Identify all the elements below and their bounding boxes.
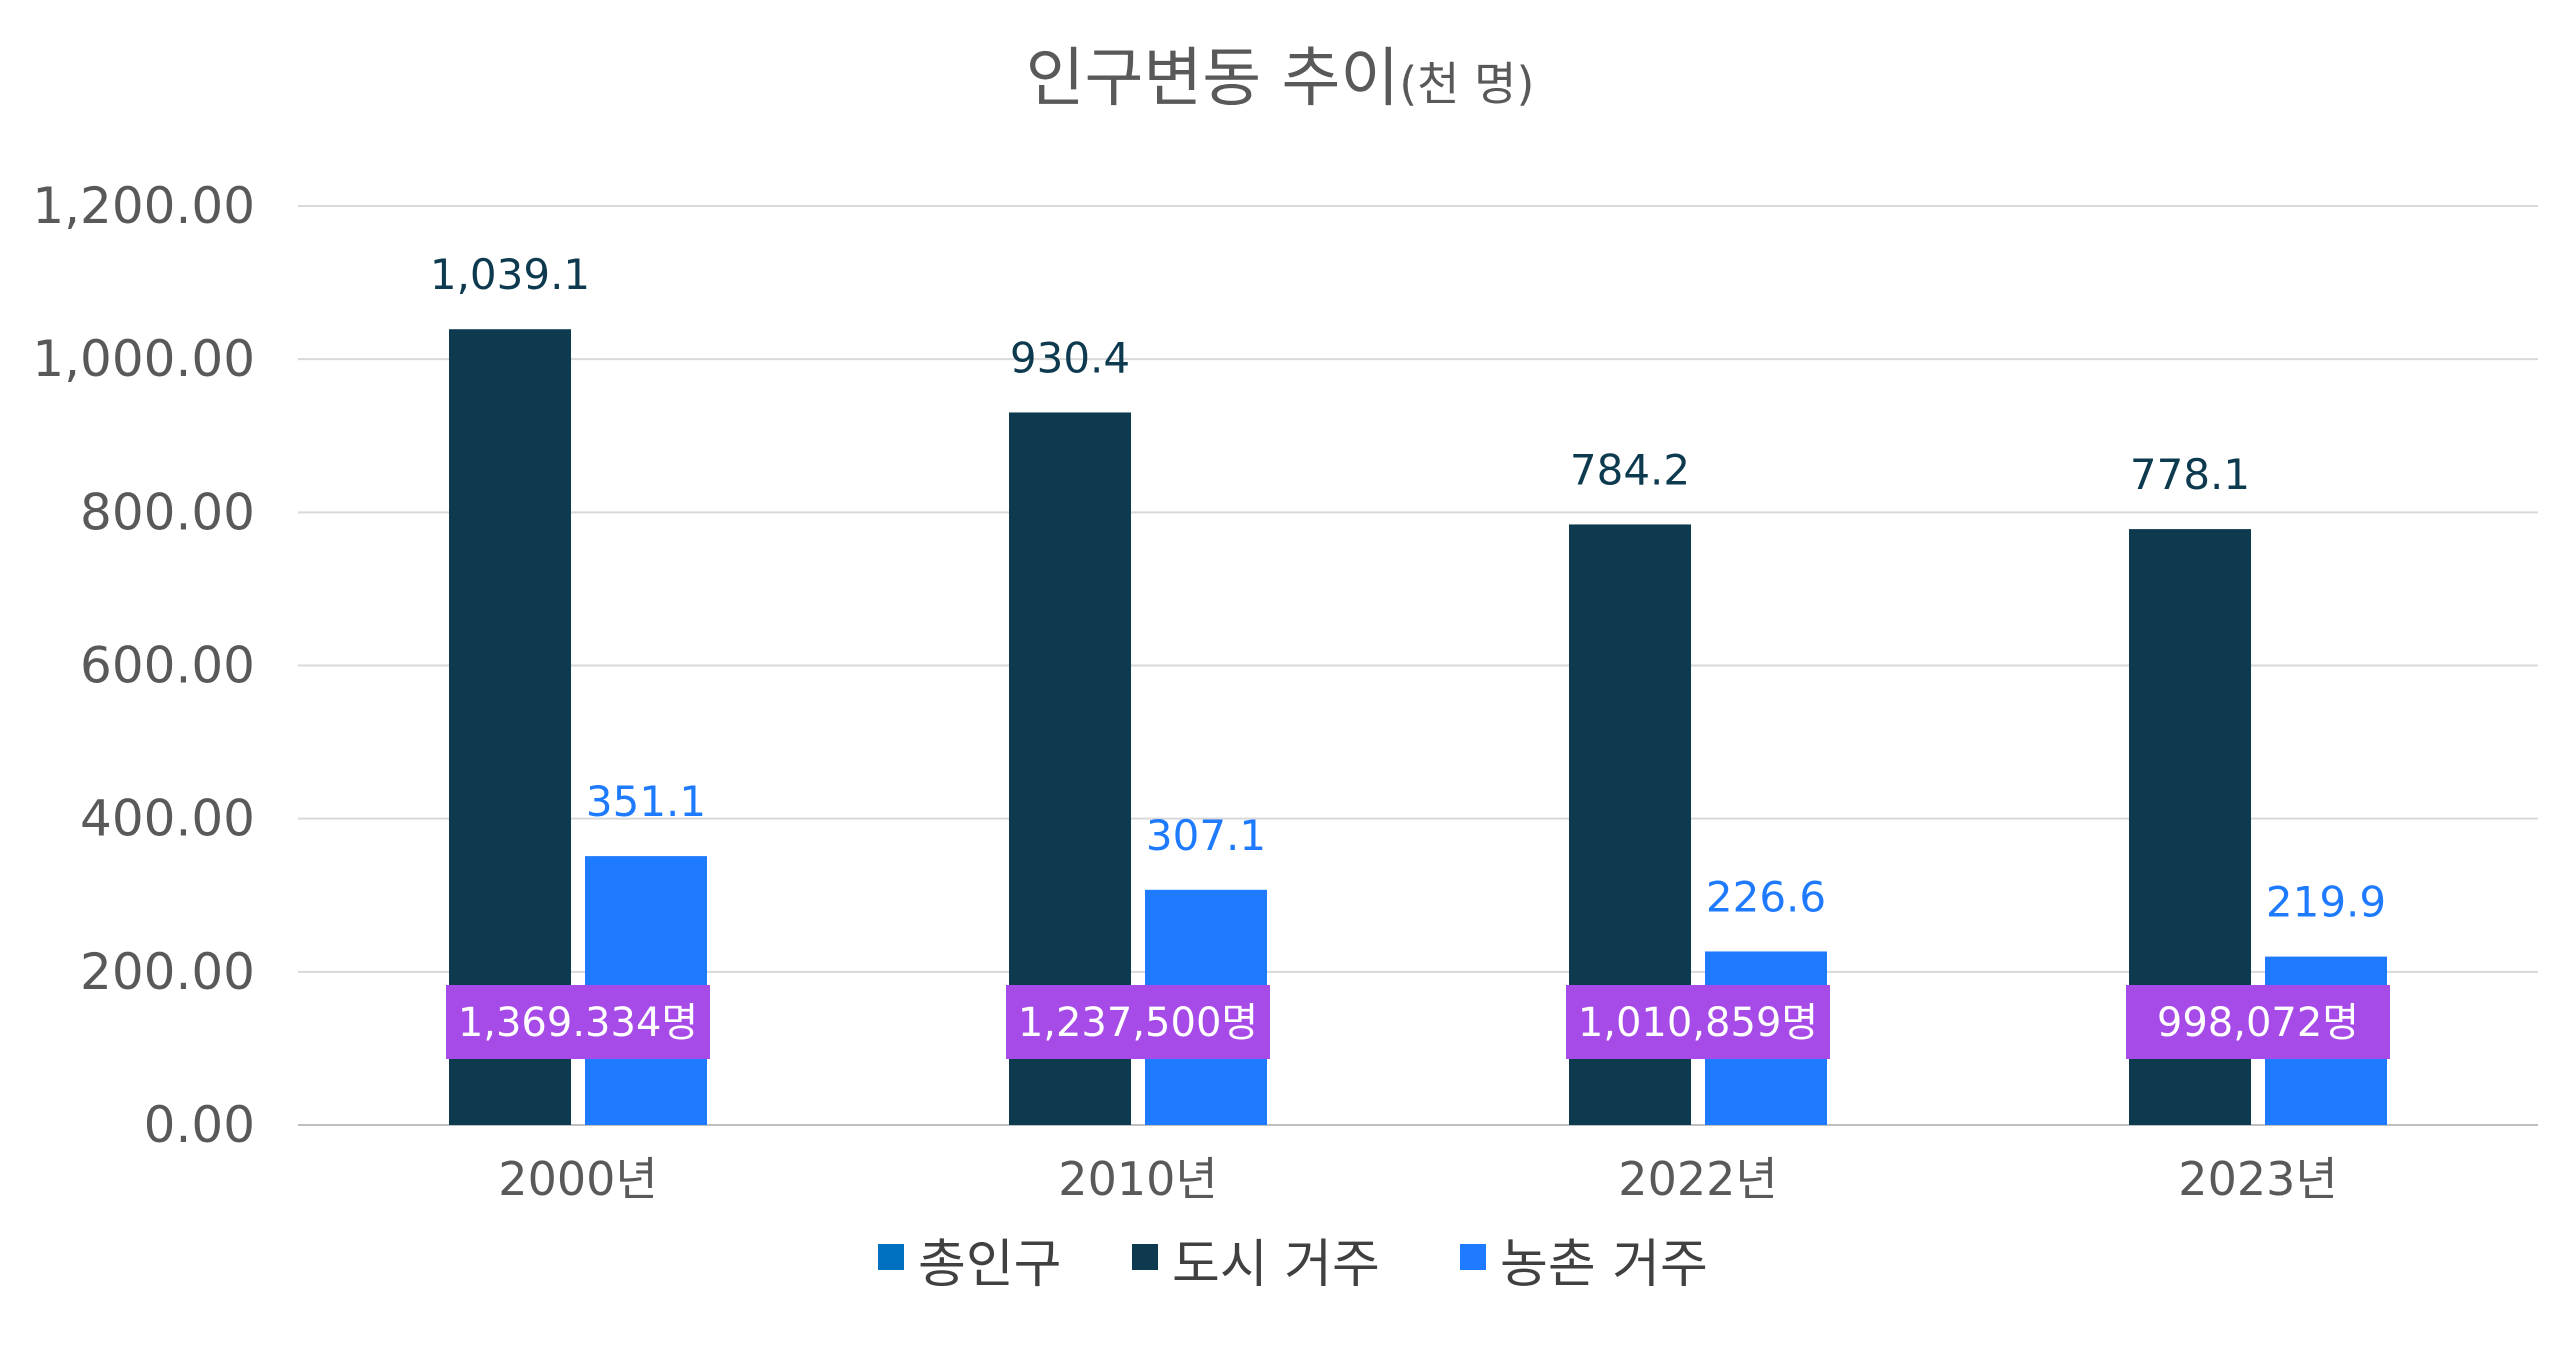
legend-swatch bbox=[878, 1244, 904, 1270]
chart-title-main: 인구변동 추이 bbox=[1026, 42, 1400, 116]
y-tick-label: 400.00 bbox=[80, 790, 255, 848]
x-tick-label: 2000년 bbox=[498, 1152, 657, 1206]
x-tick-label: 2010년 bbox=[1058, 1152, 1217, 1206]
data-label-urban: 930.4 bbox=[1010, 333, 1130, 382]
x-axis-ticks: 2000년 2010년 2022년 2023년 bbox=[498, 1152, 2337, 1206]
y-tick-label: 600.00 bbox=[80, 637, 255, 695]
data-label-rural: 219.9 bbox=[2266, 878, 2386, 927]
x-tick-label: 2022년 bbox=[1618, 1152, 1777, 1206]
data-labels: 1,039.1 351.1 1,369.334명 930.4 307.1 1,237,50… bbox=[430, 250, 2390, 1059]
chart-title-unit: (천 명) bbox=[1399, 57, 1534, 111]
data-label-total: 1,237,500명 bbox=[1018, 1000, 1258, 1046]
data-label-rural: 351.1 bbox=[586, 777, 706, 826]
total-label-box bbox=[1006, 985, 1270, 1059]
legend-swatch bbox=[1132, 1244, 1158, 1270]
legend-label: 도시 거주 bbox=[1172, 1235, 1380, 1295]
total-label-box bbox=[2126, 985, 2390, 1059]
y-tick-label: 1,200.00 bbox=[32, 177, 255, 235]
legend-label: 총인구 bbox=[918, 1235, 1062, 1295]
total-label-box bbox=[446, 985, 710, 1059]
chart-title: 인구변동 추이(천 명) bbox=[1026, 42, 1535, 116]
data-label-total: 1,369.334명 bbox=[458, 1000, 698, 1046]
y-tick-label: 0.00 bbox=[144, 1096, 255, 1154]
legend: 총인구 도시 거주 농촌 거주 bbox=[878, 1235, 1708, 1295]
legend-label: 농촌 거주 bbox=[1500, 1235, 1708, 1295]
y-tick-label: 1,000.00 bbox=[32, 330, 255, 388]
data-label-total: 1,010,859명 bbox=[1578, 1000, 1818, 1046]
x-tick-label: 2023년 bbox=[2178, 1152, 2337, 1206]
data-label-rural: 226.6 bbox=[1706, 872, 1826, 921]
bars bbox=[449, 329, 2387, 1126]
total-label-box bbox=[1566, 985, 1830, 1059]
y-axis-ticks: 0.00 200.00 400.00 600.00 800.00 1,000.00 1,20… bbox=[32, 177, 255, 1154]
data-label-rural: 307.1 bbox=[1146, 811, 1266, 860]
y-tick-label: 800.00 bbox=[80, 483, 255, 541]
y-tick-label: 200.00 bbox=[80, 943, 255, 1001]
data-label-urban: 778.1 bbox=[2130, 450, 2250, 499]
legend-swatch bbox=[1460, 1244, 1486, 1270]
data-label-urban: 1,039.1 bbox=[430, 250, 590, 299]
data-label-total: 998,072명 bbox=[2157, 1000, 2359, 1046]
data-label-urban: 784.2 bbox=[1570, 445, 1690, 494]
